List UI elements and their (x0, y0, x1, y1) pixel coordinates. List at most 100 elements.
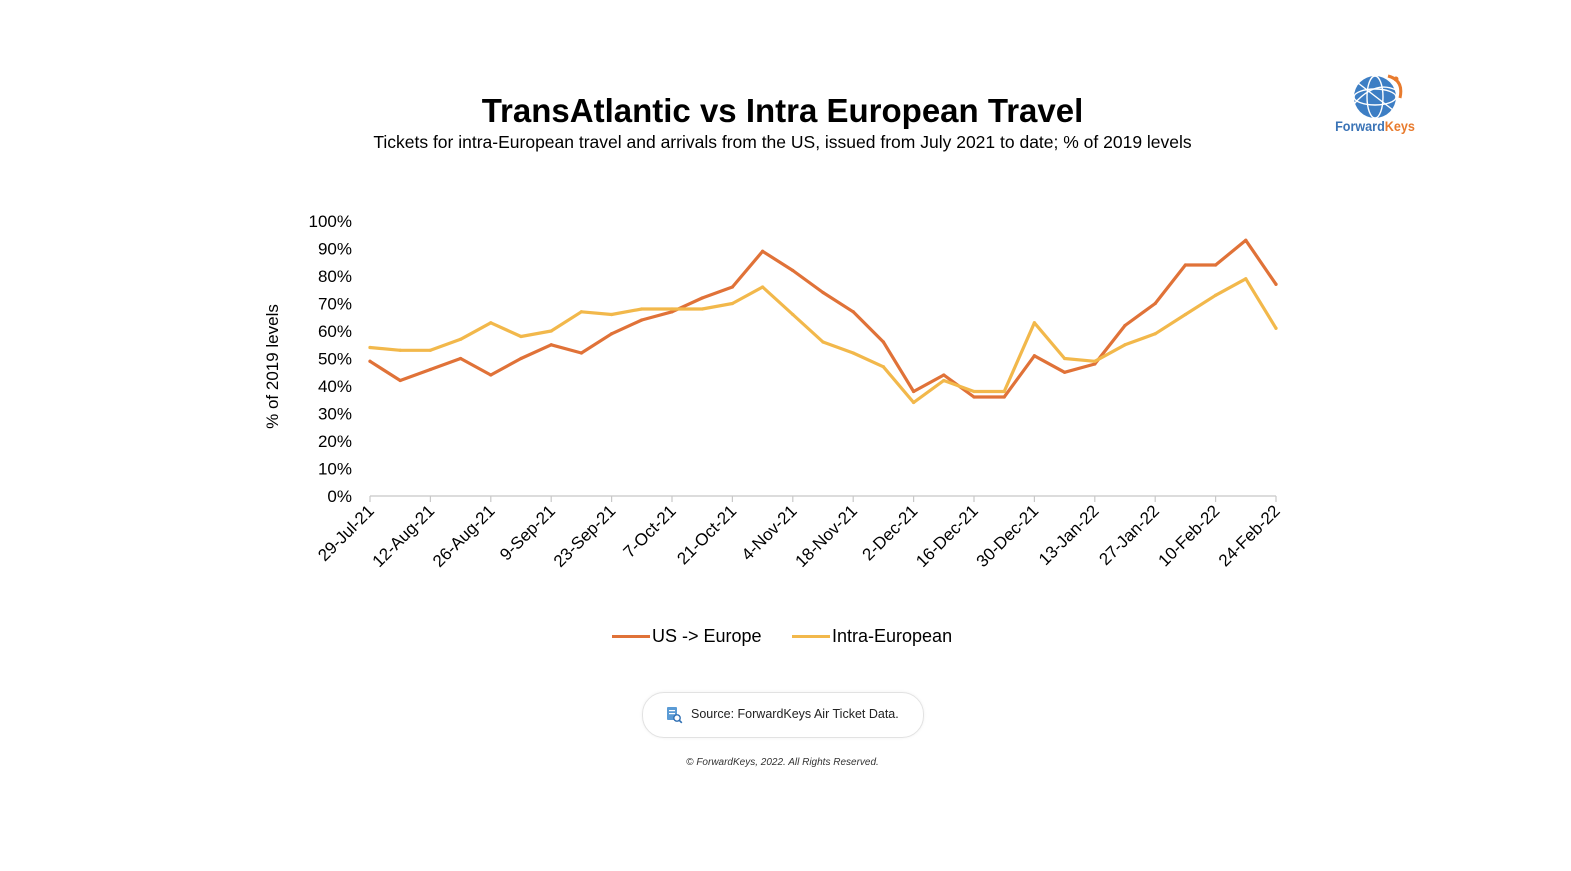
y-tick-label: 50% (318, 350, 352, 369)
data-point-us-europe (942, 373, 946, 377)
data-point-us-europe (1183, 263, 1187, 267)
x-tick-label: 26-Aug-21 (429, 501, 499, 571)
x-tick-label: 23-Sep-21 (550, 501, 620, 571)
data-point-us-europe (640, 318, 644, 322)
x-tick-label: 27-Jan-22 (1095, 501, 1163, 569)
y-tick-label: 80% (318, 267, 352, 286)
data-point-intra-european (549, 329, 553, 333)
data-point-intra-european (1093, 359, 1097, 363)
data-point-intra-european (761, 285, 765, 289)
data-point-intra-european (1244, 277, 1248, 281)
data-point-intra-european (670, 307, 674, 311)
data-point-us-europe (489, 373, 493, 377)
data-point-intra-european (640, 307, 644, 311)
data-point-us-europe (881, 340, 886, 344)
data-point-intra-european (489, 321, 493, 325)
data-point-us-europe (428, 367, 432, 372)
chart-title: TransAtlantic vs Intra European Travel (481, 92, 1084, 129)
data-point-intra-european (1002, 389, 1006, 394)
data-point-us-europe (368, 359, 372, 363)
logo-wordmark: ForwardKeys (1335, 118, 1415, 134)
data-point-us-europe (1093, 362, 1097, 366)
data-point-us-europe (1274, 282, 1278, 286)
series-line-us-europe (368, 238, 1278, 399)
data-point-us-europe (519, 356, 523, 361)
forwardkeys-logo-icon (1353, 74, 1403, 119)
x-tick-label: 4-Nov-21 (738, 501, 801, 564)
data-point-intra-european (972, 389, 976, 394)
legend-item-intra-european: Intra-European (792, 626, 952, 647)
data-point-us-europe (549, 343, 553, 347)
x-tick-label: 2-Dec-21 (859, 501, 922, 564)
data-point-intra-european (1214, 293, 1218, 297)
x-tick-label: 21-Oct-21 (673, 501, 740, 568)
y-tick-label: 60% (318, 322, 352, 341)
data-point-intra-european (579, 310, 584, 314)
legend-swatch-intra-european (792, 635, 830, 638)
source-text: Source: ForwardKeys Air Ticket Data. (691, 707, 899, 721)
x-tick-label: 16-Dec-21 (912, 501, 982, 571)
data-point-intra-european (1153, 332, 1157, 336)
data-point-us-europe (1244, 238, 1248, 242)
data-point-us-europe (821, 290, 825, 295)
legend-label-us-europe: US -> Europe (652, 626, 762, 646)
data-point-us-europe (700, 296, 704, 300)
y-tick-label: 90% (318, 240, 352, 259)
y-axis-title: % of 2019 levels (263, 304, 282, 429)
data-point-us-europe (972, 395, 976, 399)
data-point-us-europe (1063, 370, 1067, 374)
data-point-intra-european (398, 348, 402, 352)
x-tick-label: 29-Jul-21 (314, 501, 378, 565)
data-point-us-europe (1123, 323, 1127, 328)
data-point-intra-european (912, 400, 916, 405)
data-point-intra-european (428, 348, 432, 352)
legend-label-intra-european: Intra-European (832, 626, 953, 646)
copyright-text: © ForwardKeys, 2022. All Rights Reserved… (686, 757, 879, 768)
data-point-intra-european (1274, 326, 1278, 330)
data-point-us-europe (1002, 395, 1006, 399)
data-point-us-europe (851, 310, 855, 314)
source-badge: Source: ForwardKeys Air Ticket Data. (642, 692, 924, 738)
y-tick-label: 0% (327, 487, 352, 506)
data-point-us-europe (1032, 354, 1036, 358)
x-tick-label: 13-Jan-22 (1035, 501, 1103, 569)
legend-item-us-europe: US -> Europe (612, 626, 762, 647)
x-tick-label: 12-Aug-21 (369, 501, 439, 571)
data-point-us-europe (761, 249, 765, 253)
data-point-intra-european (519, 334, 523, 339)
data-point-us-europe (670, 310, 674, 314)
data-point-intra-european (730, 301, 735, 306)
y-tick-label: 100% (309, 212, 352, 231)
chart-legend: US -> Europe Intra-European (0, 626, 1571, 650)
data-point-intra-european (1032, 321, 1036, 325)
data-point-intra-european (700, 307, 704, 311)
data-point-intra-european (821, 340, 825, 344)
x-tick-label: 9-Sep-21 (496, 501, 559, 564)
data-point-intra-european (459, 337, 463, 341)
data-point-us-europe (610, 332, 614, 336)
x-tick-label: 24-Feb-22 (1215, 501, 1284, 570)
y-tick-label: 70% (318, 295, 352, 314)
x-tick-label: 18-Nov-21 (791, 501, 861, 571)
y-tick-label: 40% (318, 377, 352, 396)
data-point-intra-european (610, 312, 614, 317)
y-tick-label: 10% (318, 460, 352, 479)
x-tick-label: 7-Oct-21 (620, 501, 680, 561)
legend-swatch-us-europe (612, 635, 650, 638)
data-point-us-europe (912, 389, 916, 394)
data-point-us-europe (579, 351, 584, 355)
data-point-us-europe (398, 378, 402, 383)
document-search-icon (667, 707, 683, 724)
data-point-intra-european (881, 365, 886, 369)
data-point-us-europe (791, 268, 795, 273)
data-point-us-europe (459, 356, 463, 361)
data-point-intra-european (1123, 343, 1127, 347)
y-tick-label: 20% (318, 432, 352, 451)
data-point-us-europe (1214, 263, 1218, 267)
data-point-us-europe (730, 285, 735, 289)
data-point-intra-european (1183, 312, 1187, 317)
data-point-intra-european (851, 351, 855, 355)
chart-subtitle: Tickets for intra-European travel and ar… (373, 132, 1192, 152)
data-point-intra-european (791, 312, 795, 317)
